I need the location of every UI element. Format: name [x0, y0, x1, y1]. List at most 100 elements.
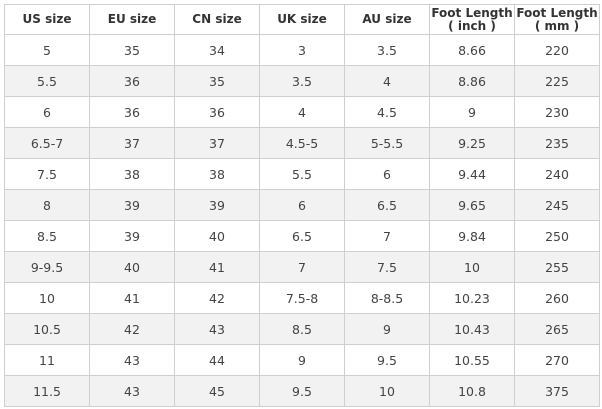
table-cell: 375: [514, 375, 600, 407]
column-header-label: EU size: [107, 12, 157, 26]
table-cell: 9: [344, 313, 430, 345]
column-header: EU size: [89, 4, 175, 35]
table-cell: 4: [344, 65, 430, 97]
table-cell: 7.5: [4, 158, 90, 190]
table-cell: 40: [89, 251, 175, 283]
column-header: UK size: [259, 4, 345, 35]
table-cell: 9.5: [259, 375, 345, 407]
table-cell: 5.5: [259, 158, 345, 190]
column-header-label: US size: [22, 12, 72, 26]
table-cell: 240: [514, 158, 600, 190]
table-cell: 3: [259, 34, 345, 66]
column-header: Foot Length( mm ): [514, 4, 600, 35]
table-cell: 6: [259, 189, 345, 221]
table-row: 6 36 36 4 4.5 9 230: [4, 96, 600, 128]
table-cell: 230: [514, 96, 600, 128]
table-row: 5.5 36 35 3.5 4 8.86 225: [4, 65, 600, 97]
table-cell: 40: [174, 220, 260, 252]
table-cell: 7.5-8: [259, 282, 345, 314]
table-row: 11.5 43 45 9.5 10 10.8 375: [4, 375, 600, 407]
table-row: 8.5 39 40 6.5 7 9.84 250: [4, 220, 600, 252]
table-cell: 6: [344, 158, 430, 190]
table-row: 9-9.5 40 41 7 7.5 10 255: [4, 251, 600, 283]
table-cell: 4.5-5: [259, 127, 345, 159]
table-cell: 8: [4, 189, 90, 221]
table-cell: 9.84: [429, 220, 515, 252]
table-cell: 3.5: [344, 34, 430, 66]
table-cell: 265: [514, 313, 600, 345]
table-cell: 36: [89, 96, 175, 128]
table-row: 10.5 42 43 8.5 9 10.43 265: [4, 313, 600, 345]
table-cell: 9-9.5: [4, 251, 90, 283]
table-cell: 260: [514, 282, 600, 314]
table-cell: 36: [89, 65, 175, 97]
table-cell: 220: [514, 34, 600, 66]
table-cell: 4.5: [344, 96, 430, 128]
column-header: US size: [4, 4, 90, 35]
table-cell: 9.44: [429, 158, 515, 190]
table-cell: 8.66: [429, 34, 515, 66]
table-cell: 4: [259, 96, 345, 128]
table-cell: 10.23: [429, 282, 515, 314]
table-cell: 270: [514, 344, 600, 376]
table-cell: 8.5: [259, 313, 345, 345]
table-row: 7.5 38 38 5.5 6 9.44 240: [4, 158, 600, 190]
table-row: 10 41 42 7.5-8 8-8.5 10.23 260: [4, 282, 600, 314]
column-header-label: Foot Length: [431, 5, 513, 20]
table-cell: 11: [4, 344, 90, 376]
table-cell: 43: [89, 344, 175, 376]
table-cell: 38: [174, 158, 260, 190]
table-cell: 6.5: [344, 189, 430, 221]
table-cell: 6.5-7: [4, 127, 90, 159]
table-cell: 10.43: [429, 313, 515, 345]
table-cell: 3.5: [259, 65, 345, 97]
table-cell: 9.65: [429, 189, 515, 221]
column-header: CN size: [174, 4, 260, 35]
table-cell: 37: [174, 127, 260, 159]
table-cell: 42: [89, 313, 175, 345]
table-cell: 245: [514, 189, 600, 221]
column-header-label: ( inch ): [448, 18, 496, 33]
table-cell: 10: [4, 282, 90, 314]
table-cell: 41: [89, 282, 175, 314]
table-cell: 250: [514, 220, 600, 252]
size-chart-table: US size EU size CN size UK size AU size Foot …: [4, 4, 600, 407]
table-cell: 5: [4, 34, 90, 66]
table-cell: 38: [89, 158, 175, 190]
table-cell: 9.25: [429, 127, 515, 159]
column-header: Foot Length( inch ): [429, 4, 515, 35]
table-cell: 10.5: [4, 313, 90, 345]
table-cell: 6.5: [259, 220, 345, 252]
table-cell: 7: [259, 251, 345, 283]
table-cell: 39: [89, 189, 175, 221]
table-cell: 9: [259, 344, 345, 376]
table-cell: 8-8.5: [344, 282, 430, 314]
table-cell: 45: [174, 375, 260, 407]
table-row: 6.5-7 37 37 4.5-5 5-5.5 9.25 235: [4, 127, 600, 159]
column-header-label: Foot Length: [516, 5, 598, 20]
table-cell: 35: [174, 65, 260, 97]
table-cell: 42: [174, 282, 260, 314]
table-cell: 8.86: [429, 65, 515, 97]
table-row: 8 39 39 6 6.5 9.65 245: [4, 189, 600, 221]
table-cell: 6: [4, 96, 90, 128]
table-cell: 41: [174, 251, 260, 283]
table-cell: 43: [89, 375, 175, 407]
table-cell: 39: [89, 220, 175, 252]
column-header-label: CN size: [192, 12, 242, 26]
table-cell: 37: [89, 127, 175, 159]
table-cell: 5-5.5: [344, 127, 430, 159]
table-cell: 36: [174, 96, 260, 128]
header-row: US size EU size CN size UK size AU size Foot …: [4, 4, 600, 35]
table-cell: 7: [344, 220, 430, 252]
column-header-label: AU size: [362, 12, 412, 26]
table-cell: 10.55: [429, 344, 515, 376]
table-cell: 10: [429, 251, 515, 283]
table-cell: 10.8: [429, 375, 515, 407]
table-cell: 9.5: [344, 344, 430, 376]
column-header-label: ( mm ): [534, 18, 580, 33]
column-header-label: UK size: [277, 12, 327, 26]
table-cell: 255: [514, 251, 600, 283]
table-row: 11 43 44 9 9.5 10.55 270: [4, 344, 600, 376]
table-cell: 7.5: [344, 251, 430, 283]
